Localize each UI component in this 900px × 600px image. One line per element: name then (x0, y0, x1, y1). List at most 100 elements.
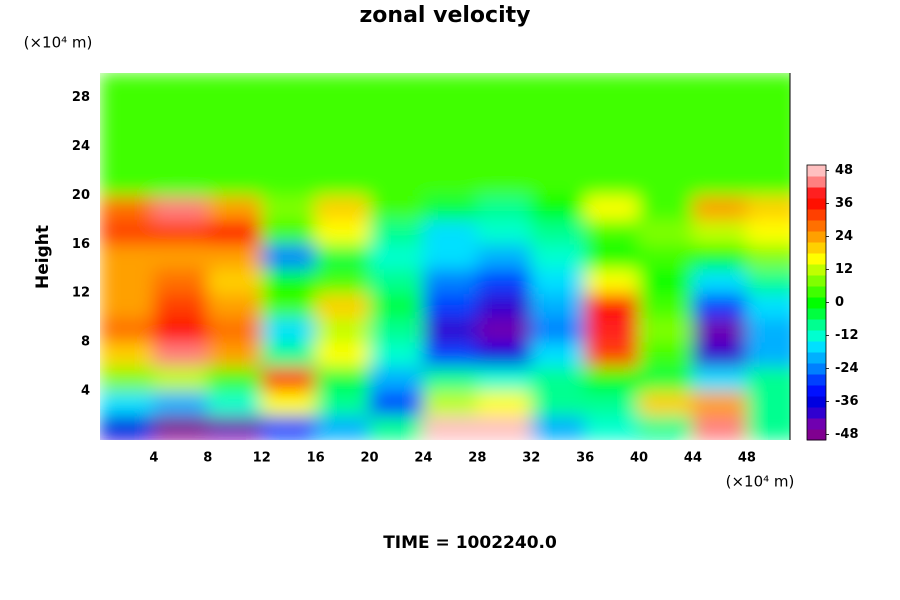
field-cell (476, 170, 532, 196)
field-cell (153, 292, 209, 319)
field-cell (692, 268, 748, 294)
chart-title: zonal velocity (360, 3, 531, 28)
colorbar-band (807, 242, 826, 254)
field-cell (746, 145, 790, 172)
x-tick-label: 4 (149, 451, 158, 466)
field-cell (100, 341, 155, 368)
colorbar-band (807, 330, 826, 342)
colorbar-band (807, 198, 826, 210)
field-cell (530, 317, 586, 343)
field-cell (476, 341, 532, 368)
field-cell (476, 145, 532, 172)
field-cell (638, 243, 694, 270)
field-cell (476, 268, 532, 294)
field-cell (207, 292, 263, 319)
field-cell (746, 96, 790, 123)
y-unit-label: (×10⁴ m) (24, 34, 93, 52)
colorbar-band (807, 352, 826, 364)
field-cell (153, 268, 209, 294)
field-cell (584, 194, 640, 221)
field-cell (369, 268, 424, 294)
field-cell (584, 415, 640, 440)
field-cell (207, 341, 263, 368)
field-cell (369, 219, 424, 245)
field-cell (692, 415, 748, 440)
field-cell (261, 366, 317, 392)
field-cell (153, 96, 209, 123)
field-cell (638, 170, 694, 196)
field-cell (100, 243, 155, 270)
field-cell (476, 292, 532, 319)
field-cell (153, 317, 209, 343)
field-cell (261, 121, 317, 147)
x-tick-label: 8 (203, 451, 212, 466)
field-cell (153, 390, 209, 417)
field-cell (369, 170, 424, 196)
field-cell (261, 194, 317, 221)
field-cell (638, 317, 694, 343)
field-cell (746, 292, 790, 319)
field-cell (315, 390, 371, 417)
x-tick-label: 28 (468, 451, 486, 466)
field-cell (369, 341, 424, 368)
field-cell (315, 73, 371, 98)
field-cell (100, 194, 155, 221)
field-cell (261, 415, 317, 440)
field-cell (315, 170, 371, 196)
colorbar-band (807, 396, 826, 408)
colorbar-band (807, 187, 826, 199)
field-cell (692, 366, 748, 392)
field-cell (315, 121, 371, 147)
field-cell (153, 219, 209, 245)
field-cell (422, 170, 478, 196)
colorbar-tick-label: -24 (835, 361, 859, 376)
field-cell (476, 194, 532, 221)
field-cell (315, 96, 371, 123)
field-cell (315, 415, 371, 440)
field-cell (315, 243, 371, 270)
field-cell (369, 317, 424, 343)
field-cell (692, 292, 748, 319)
y-tick-label: 8 (81, 335, 90, 350)
colorbar-band (807, 418, 826, 430)
field-cell (261, 96, 317, 123)
field-cell (584, 219, 640, 245)
field-cell (422, 415, 478, 440)
colorbar-band (807, 363, 826, 375)
colorbar-band (807, 220, 826, 232)
field-cell (153, 170, 209, 196)
field-cell (207, 415, 263, 440)
field-cell (153, 341, 209, 368)
colorbar-band (807, 429, 826, 441)
colorbar-band (807, 176, 826, 188)
field-cell (315, 145, 371, 172)
field-cell (638, 121, 694, 147)
field-cell (369, 292, 424, 319)
field-cell (207, 145, 263, 172)
field-cell (476, 366, 532, 392)
colorbar-band (807, 407, 826, 419)
field-cell (261, 170, 317, 196)
field-cell (638, 194, 694, 221)
field-cell (422, 194, 478, 221)
field-cell (530, 219, 586, 245)
field-cell (530, 268, 586, 294)
field-cell (100, 390, 155, 417)
colorbar-band (807, 308, 826, 320)
y-axis-label: Height (33, 225, 53, 289)
colorbar-tick-label: -36 (835, 394, 859, 409)
time-label: TIME = 1002240.0 (383, 533, 557, 553)
field-cell (422, 317, 478, 343)
field-cell (369, 366, 424, 392)
field-cell (100, 292, 155, 319)
axes: 4 8 12 16 20 24 28 32 36 40 44 48481216202428483624… (72, 73, 859, 466)
field-cell (261, 145, 317, 172)
field-cell (692, 96, 748, 123)
field-cell (530, 341, 586, 368)
field-cell (476, 219, 532, 245)
field-cells (100, 73, 790, 440)
field-cell (638, 96, 694, 123)
field-cell (692, 390, 748, 417)
field-cell (530, 292, 586, 319)
field-cell (315, 292, 371, 319)
